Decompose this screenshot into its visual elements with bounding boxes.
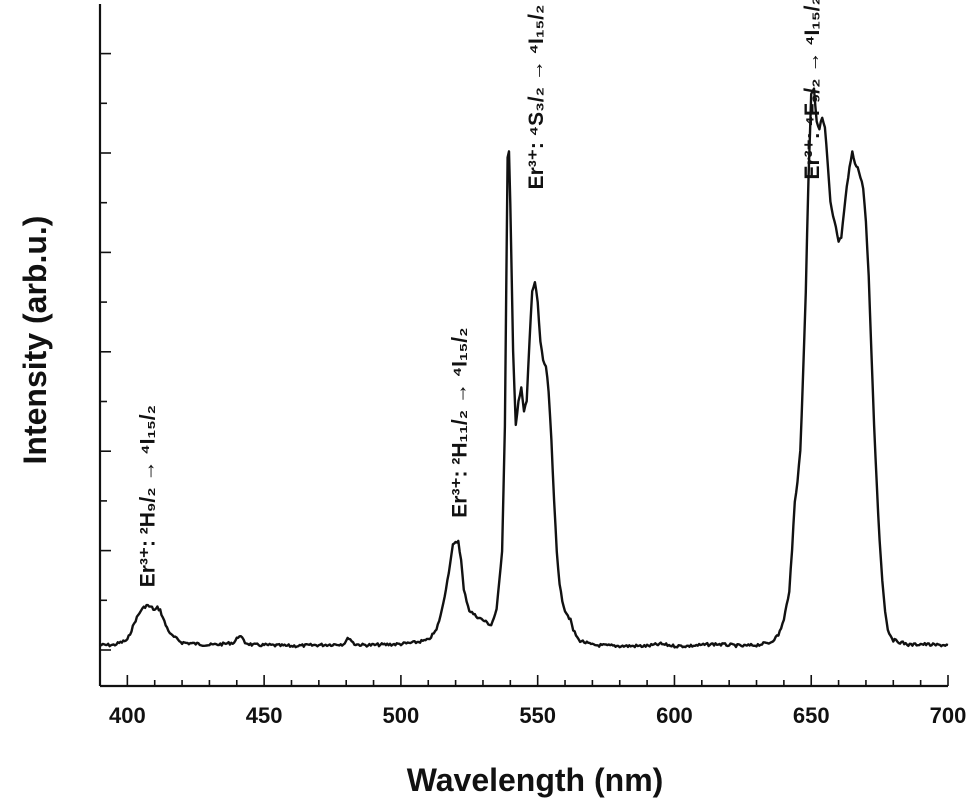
x-tick-label: 450 [246, 703, 283, 728]
x-tick-label: 400 [109, 703, 146, 728]
y-axis-title: Intensity (arb.u.) [17, 216, 53, 465]
x-axis-ticks: 400 450 500 550 600 650 700 [99, 675, 967, 728]
transition-label: Er³⁺: ⁴F₉/₂ → ⁴I₁₅/₂ [801, 0, 824, 180]
x-tick-label: 700 [930, 703, 967, 728]
x-axis-title: Wavelength (nm) [407, 762, 664, 798]
x-tick-label: 550 [519, 703, 556, 728]
transition-label: Er³⁺: ⁴S₃/₂ → ⁴I₁₅/₂ [525, 5, 548, 190]
plot-frame [98, 4, 948, 688]
x-tick-label: 650 [793, 703, 830, 728]
transition-annotations: Er³⁺: ²H₉/₂ → ⁴I₁₅/₂ Er³⁺: ²H₁₁/₂ → ⁴I₁₅/… [137, 0, 825, 587]
x-tick-label: 500 [383, 703, 420, 728]
x-tick-label: 600 [656, 703, 693, 728]
series-layer [99, 87, 949, 649]
emission-spectrum-line [99, 87, 949, 649]
y-axis-ticks [100, 52, 111, 651]
transition-label: Er³⁺: ²H₁₁/₂ → ⁴I₁₅/₂ [448, 328, 471, 518]
transition-label: Er³⁺: ²H₉/₂ → ⁴I₁₅/₂ [137, 405, 160, 587]
